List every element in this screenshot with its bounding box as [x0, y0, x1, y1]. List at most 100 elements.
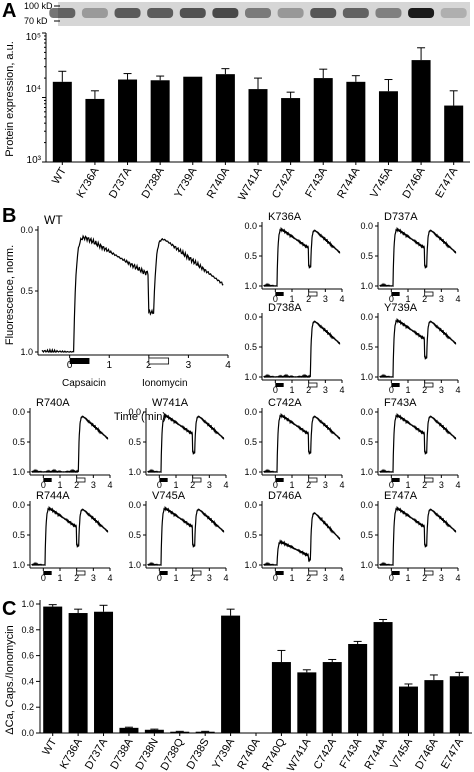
trace-xtick-label: 4	[339, 294, 344, 304]
panel-a-xtick-label-y739a: Y739A	[172, 165, 199, 200]
panel-b-traces: Fluorescence, norm. Time (min) Capsaicin…	[4, 211, 461, 583]
panel-a-bar-k736a	[85, 98, 105, 162]
panel-c-xtick-label-d738n: D738N	[133, 736, 161, 772]
trace-ytick-label: 1.0	[244, 560, 257, 570]
panel-c-bar-d738n	[144, 729, 164, 733]
trace-ytick-label: 0.0	[360, 312, 373, 322]
capsaicin-bar	[43, 478, 52, 482]
panel-c-xtick-label-wt: WT	[40, 736, 59, 757]
capsaicin-label: Capsaicin	[62, 378, 106, 389]
trace-xtick-label: 1	[57, 480, 62, 490]
panel-a-ytick-1e3: 10³	[27, 155, 42, 166]
western-blot: 100 kD 70 kD	[24, 1, 470, 26]
trace-ytick-label: 1.0	[360, 281, 373, 291]
capsaicin-bar	[275, 292, 284, 296]
blot-bands	[49, 8, 467, 18]
panel-c-ytick-label: 1.0	[21, 599, 34, 609]
trace-ytick-label: 0.0	[128, 407, 141, 417]
trace-xtick-label: 1	[405, 385, 410, 395]
trace-xtick-label: 3	[323, 480, 328, 490]
panel-c-xtick-label-y739a: Y739A	[210, 736, 237, 771]
trace-ytick-label: 0.5	[244, 437, 257, 447]
trace-label-k736a: K736A	[268, 211, 302, 223]
trace-ytick-label: 0.5	[128, 530, 141, 540]
panel-a-ytick-1e4: 10⁴	[26, 84, 41, 95]
panel-a-xtick-label-r740a: R740A	[205, 165, 233, 201]
trace-ytick-label: 1.0	[20, 347, 33, 357]
capsaicin-bar	[391, 571, 400, 575]
panel-a-bar-w741a	[248, 89, 268, 162]
trace-ytick-label: 0.5	[360, 251, 373, 261]
trace-label-r744a: R744A	[36, 490, 70, 502]
trace-xtick-label: 2	[422, 294, 427, 304]
trace-ytick-label: 1.0	[244, 372, 257, 382]
panel-a-xtick-label-f743a: F743A	[303, 165, 330, 200]
trace-xtick-label: 1	[405, 480, 410, 490]
capsaicin-bar	[275, 478, 284, 482]
trace-ytick-label: 0.0	[12, 407, 25, 417]
blot-band-v745a	[375, 8, 402, 18]
panel-a-xtick-label-wt: WT	[50, 165, 69, 186]
capsaicin-bar	[275, 383, 284, 387]
trace-xtick-label: 3	[323, 385, 328, 395]
trace-xtick-label: 4	[455, 480, 460, 490]
trace-ytick-label: 0.5	[244, 342, 257, 352]
panel-c-xtick-label-d738q: D738Q	[159, 736, 187, 772]
panel-c-xtick-label-d737a: D737A	[83, 736, 111, 772]
blot-band-k736a	[81, 8, 108, 18]
blot-band-e747a	[440, 8, 467, 18]
panel-c-xtick-label-r740q: R740Q	[260, 736, 288, 772]
trace-ytick-label: 0.0	[360, 407, 373, 417]
trace-label-e747a: E747A	[384, 490, 418, 502]
capsaicin-bar	[159, 571, 168, 575]
trace-ytick-label: 0.5	[128, 437, 141, 447]
panel-c-ytick-label: 0.2	[21, 702, 34, 712]
panel-c-bar-d738a	[119, 727, 139, 733]
trace-panel-f743a: 1.0 0.5 0.0 0 1 2 3 4 F743A	[360, 397, 460, 490]
trace-xtick-label: 3	[439, 573, 444, 583]
blot-band-r740a	[212, 8, 239, 18]
ionomycin-label: Ionomycin	[142, 378, 188, 389]
panel-label-a: A	[2, 0, 16, 22]
trace-xtick-label: 1	[289, 573, 294, 583]
panel-c-bar-k736a	[68, 613, 88, 733]
panel-a-bar-d737a	[118, 79, 138, 162]
panel-c-ytick-label: 0.6	[21, 651, 34, 661]
trace-label-v745a: V745A	[152, 490, 186, 502]
trace-panel-r740a: 1.0 0.5 0.0 0 1 2 3 4 R740A	[12, 397, 112, 490]
trace-label-r740a: R740A	[36, 397, 70, 409]
trace-xtick-label: 1	[106, 360, 112, 371]
trace-ytick-label: 0.0	[244, 221, 257, 231]
panel-a-bar-y739a	[183, 76, 203, 162]
trace-label-d737a: D737A	[384, 211, 418, 223]
panel-c-chart: ΔCa, Caps./Ionomycin 0.0 0.2 0.4 0.6 0.8 1.0 W…	[4, 599, 472, 772]
panel-c-xtick-label-e747a: E747A	[439, 736, 466, 771]
panel-a-bar-r740a	[215, 74, 235, 162]
trace-xtick-label: 3	[439, 294, 444, 304]
ionomycin-bar	[308, 382, 318, 388]
panel-c-bar-r744a	[373, 622, 393, 733]
trace-xtick-label: 0	[157, 480, 162, 490]
panel-label-b: B	[2, 205, 16, 227]
blot-band-d746a	[408, 8, 435, 18]
trace-line-f743a	[379, 412, 457, 474]
panel-a-bar-wt	[52, 81, 72, 162]
trace-panel-w741a: 1.0 0.5 0.0 0 1 2 3 4 W741A	[128, 397, 228, 490]
panel-a-xtick-label-d737a: D737A	[107, 165, 135, 201]
panel-a-xtick-label-e747a: E747A	[433, 165, 460, 200]
capsaicin-bar	[391, 383, 400, 387]
trace-xtick-label: 0	[273, 385, 278, 395]
trace-xtick-label: 2	[422, 385, 427, 395]
trace-xtick-label: 3	[91, 573, 96, 583]
trace-label-f743a: F743A	[384, 397, 417, 409]
panel-c-xtick-label-f743a: F743A	[338, 736, 365, 771]
blot-band-wt	[49, 8, 76, 18]
ionomycin-bar	[424, 477, 434, 483]
trace-xtick-label: 3	[323, 294, 328, 304]
trace-panel-d737a: 1.0 0.5 0.0 0 1 2 3 4 D737A	[360, 211, 460, 304]
panel-a-bar-d738a	[150, 80, 170, 162]
trace-xtick-label: 1	[173, 480, 178, 490]
trace-xtick-label: 0	[41, 573, 46, 583]
panel-a-xtick-label-c742a: C742A	[270, 165, 298, 201]
trace-ytick-label: 1.0	[244, 281, 257, 291]
